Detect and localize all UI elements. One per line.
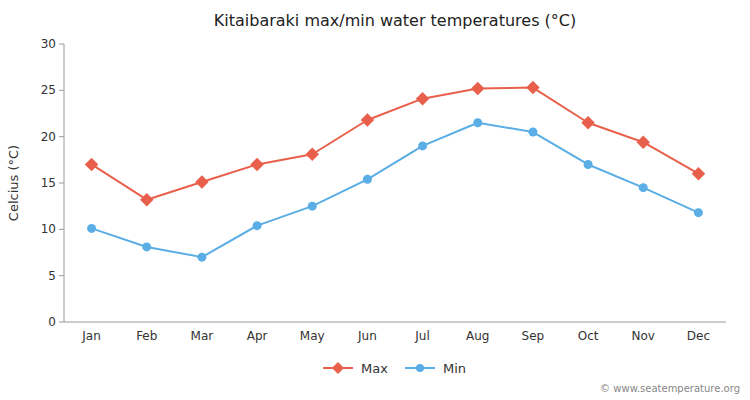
y-tick: [59, 275, 64, 276]
chart: Kitaibaraki max/min water temperatures (…: [0, 0, 750, 400]
y-tick: [59, 44, 64, 45]
data-point: [253, 221, 262, 230]
y-tick: [59, 322, 64, 323]
data-point: [308, 202, 317, 211]
data-point: [581, 116, 595, 129]
data-point: [637, 135, 651, 149]
series-line: [92, 88, 699, 200]
legend-label: Min: [443, 361, 466, 376]
data-point: [526, 81, 540, 95]
legend-marker: [416, 364, 424, 372]
y-tick-label: 10: [41, 222, 56, 236]
data-point: [250, 158, 264, 172]
data-point: [416, 92, 430, 106]
x-tick-label: Jul: [414, 329, 429, 343]
x-tick-label: Oct: [578, 329, 599, 343]
legend-label: Max: [361, 361, 388, 376]
x-tick-label: Sep: [522, 329, 545, 343]
series-line: [92, 123, 699, 257]
y-tick-label: 0: [48, 315, 56, 329]
data-point: [471, 82, 485, 96]
annotation: © www.seatemperature.org: [600, 383, 740, 394]
data-point: [473, 118, 482, 127]
data-point: [361, 113, 375, 127]
x-tick-label: May: [300, 329, 325, 343]
x-tick-label: Aug: [466, 329, 489, 343]
y-tick: [59, 136, 64, 137]
data-point: [142, 242, 151, 251]
chart-container: Kitaibaraki max/min water temperatures (…: [0, 0, 750, 400]
y-tick-label: 5: [48, 269, 56, 283]
data-point: [197, 253, 206, 262]
data-point: [87, 224, 96, 233]
y-tick: [59, 229, 64, 230]
x-tick-label: Dec: [687, 329, 710, 343]
title: Kitaibaraki max/min water temperatures (…: [214, 11, 576, 30]
y-tick-label: 15: [41, 176, 56, 190]
y-axis-line: [64, 44, 65, 322]
x-tick-label: Nov: [632, 329, 655, 343]
data-point: [639, 183, 648, 192]
y-tick-label: 30: [41, 37, 56, 51]
y-axis-label: Celcius (°C): [6, 145, 21, 221]
y-tick: [59, 90, 64, 91]
data-point: [418, 141, 427, 150]
x-tick-label: Jan: [81, 329, 101, 343]
data-point: [195, 175, 209, 189]
data-point: [694, 208, 703, 217]
data-point: [363, 175, 372, 184]
x-axis-line: [64, 322, 726, 323]
x-tick-label: Mar: [191, 329, 214, 343]
data-point: [306, 148, 320, 162]
x-tick-label: Feb: [136, 329, 157, 343]
legend-marker: [332, 362, 344, 374]
data-point: [140, 193, 154, 207]
page: {"chart_data": {"type": "line", "title":…: [0, 0, 750, 400]
y-tick-label: 25: [41, 83, 56, 97]
y-tick: [59, 183, 64, 184]
x-tick-label: Jun: [357, 329, 377, 343]
data-point: [692, 167, 706, 181]
data-point: [528, 128, 537, 137]
plot-area: [85, 81, 705, 262]
data-point: [584, 160, 593, 169]
legend: Max Min: [323, 361, 466, 376]
x-tick-label: Apr: [247, 329, 268, 343]
y-tick-label: 20: [41, 130, 56, 144]
data-point: [85, 158, 99, 172]
